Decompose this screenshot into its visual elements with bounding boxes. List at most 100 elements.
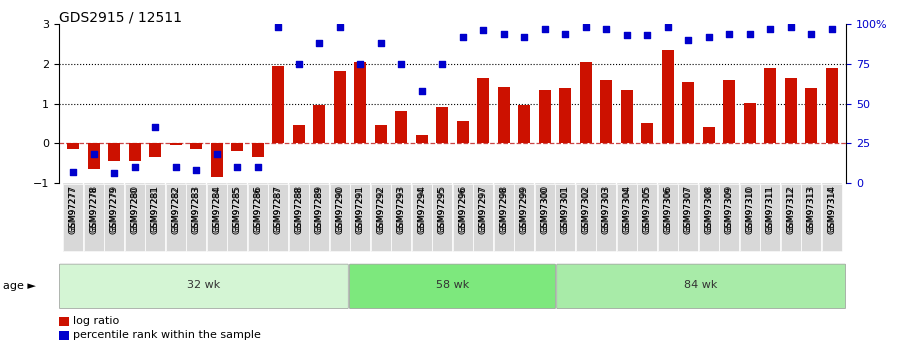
Point (374, 40, 388, 46)
Point (128, 164, 142, 170)
FancyBboxPatch shape (60, 264, 348, 308)
Text: GSM97284: GSM97284 (212, 186, 221, 232)
Bar (641, 124, 653, 143)
Bar (822, 184, 842, 251)
Text: GSM97314: GSM97314 (827, 186, 836, 232)
Text: GSM97280: GSM97280 (130, 185, 139, 234)
Bar (679, 183, 698, 252)
Point (743, 31, 757, 37)
Bar (375, 125, 386, 143)
Bar (494, 184, 514, 251)
Point (87, 151, 101, 157)
Bar (231, 143, 243, 151)
Bar (83, 184, 104, 251)
Text: GSM97290: GSM97290 (335, 185, 344, 234)
Text: GSM97307: GSM97307 (684, 185, 693, 234)
Point (394, 61, 408, 67)
Text: GSM97307: GSM97307 (684, 186, 693, 232)
Point (517, 34, 531, 40)
Point (271, 24, 285, 30)
Bar (699, 183, 719, 252)
Bar (371, 184, 391, 251)
Point (538, 26, 552, 32)
Point (312, 40, 327, 46)
Text: GSM97313: GSM97313 (807, 186, 815, 232)
Point (230, 164, 244, 170)
Text: GSM97291: GSM97291 (356, 185, 365, 234)
Text: GSM97281: GSM97281 (151, 186, 159, 232)
Text: GSM97302: GSM97302 (581, 186, 590, 232)
Text: GSM97278: GSM97278 (90, 186, 98, 232)
Bar (289, 184, 309, 251)
Bar (579, 62, 592, 143)
Text: GSM97310: GSM97310 (746, 186, 754, 232)
Bar (805, 88, 817, 143)
Bar (269, 183, 288, 252)
Bar (744, 103, 756, 143)
Text: GSM97283: GSM97283 (192, 186, 201, 232)
Text: GSM97287: GSM97287 (273, 186, 282, 232)
Bar (802, 183, 821, 252)
Bar (559, 88, 571, 143)
Bar (617, 183, 636, 252)
Bar (248, 184, 268, 251)
Bar (535, 183, 555, 252)
Bar (473, 184, 493, 251)
Text: GSM97297: GSM97297 (479, 185, 488, 234)
Bar (498, 87, 510, 143)
Bar (129, 143, 141, 161)
Text: GSM97294: GSM97294 (417, 186, 426, 232)
Text: GSM97286: GSM97286 (253, 186, 262, 232)
Text: percentile rank within the sample: percentile rank within the sample (73, 331, 261, 341)
Text: GSM97296: GSM97296 (458, 185, 467, 234)
Bar (104, 183, 124, 252)
Bar (658, 184, 678, 251)
Text: GSM97311: GSM97311 (766, 185, 775, 234)
Text: GSM97293: GSM97293 (396, 186, 405, 232)
Text: GSM97279: GSM97279 (110, 186, 119, 232)
Point (332, 24, 347, 30)
Bar (682, 82, 694, 143)
Bar (63, 183, 83, 252)
Point (148, 125, 162, 130)
Text: GSM97299: GSM97299 (519, 186, 529, 232)
Text: GSM97303: GSM97303 (602, 186, 611, 232)
Bar (702, 127, 715, 143)
Point (435, 61, 450, 67)
Text: GSM97309: GSM97309 (725, 186, 734, 232)
Text: GSM97308: GSM97308 (704, 186, 713, 232)
Text: age ►: age ► (3, 282, 35, 291)
Bar (719, 184, 739, 251)
Text: GSM97314: GSM97314 (827, 185, 836, 234)
Text: GSM97279: GSM97279 (110, 185, 119, 234)
Text: GSM97301: GSM97301 (561, 186, 570, 232)
Text: GSM97296: GSM97296 (458, 186, 467, 232)
Text: GSM97288: GSM97288 (294, 186, 303, 232)
Bar (252, 143, 264, 157)
Bar (678, 184, 699, 251)
Text: GSM97291: GSM97291 (356, 186, 365, 232)
Bar (268, 184, 289, 251)
Bar (415, 135, 428, 143)
Point (681, 37, 696, 43)
Bar (637, 183, 657, 252)
Bar (146, 183, 165, 252)
Bar (436, 108, 448, 143)
Bar (785, 78, 797, 143)
Point (353, 61, 367, 67)
Bar (621, 90, 633, 143)
Text: GSM97288: GSM97288 (294, 185, 303, 234)
Text: GSM97283: GSM97283 (192, 185, 201, 234)
Bar (313, 106, 326, 143)
Point (209, 151, 224, 157)
Bar (739, 184, 760, 251)
Text: GSM97292: GSM97292 (376, 185, 386, 234)
Bar (125, 183, 145, 252)
Point (824, 26, 839, 32)
Bar (395, 111, 407, 143)
Point (763, 26, 777, 32)
Point (722, 31, 737, 37)
Bar (248, 183, 268, 252)
Bar (801, 184, 822, 251)
Text: 58 wk: 58 wk (436, 280, 469, 290)
